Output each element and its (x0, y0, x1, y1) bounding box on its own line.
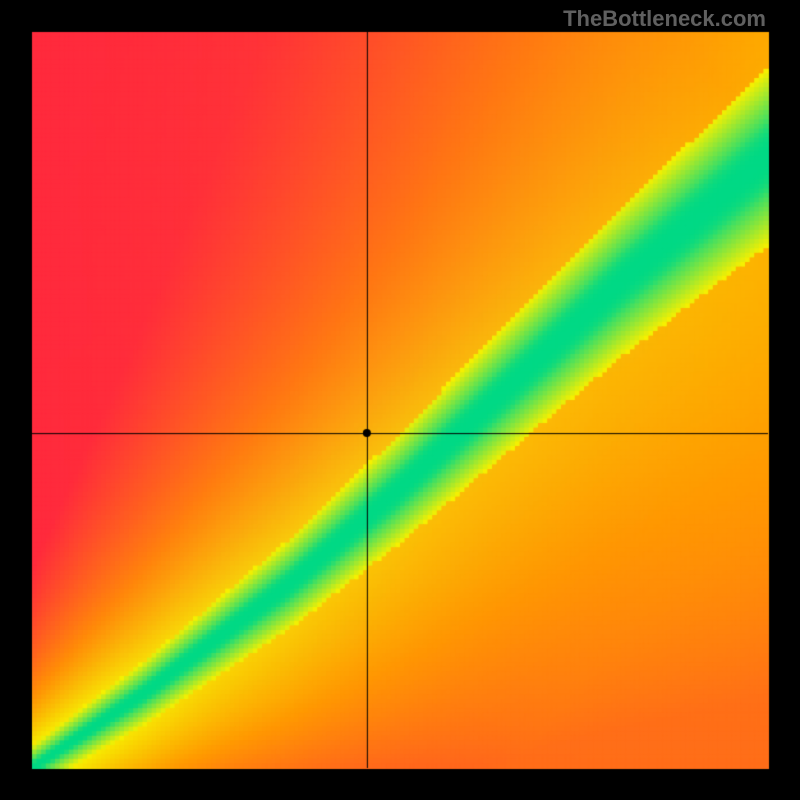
watermark-text: TheBottleneck.com (563, 6, 766, 32)
chart-container: TheBottleneck.com (0, 0, 800, 800)
bottleneck-heatmap (0, 0, 800, 800)
